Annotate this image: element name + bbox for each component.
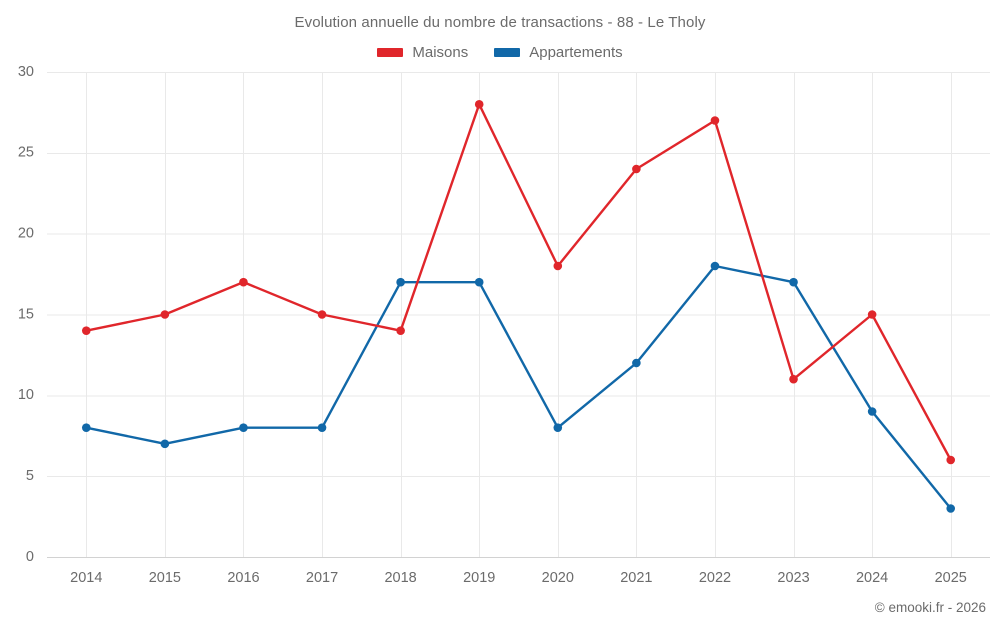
data-point[interactable] — [789, 374, 798, 384]
data-point[interactable] — [239, 423, 248, 432]
data-point[interactable] — [317, 423, 327, 432]
data-point[interactable] — [474, 277, 484, 287]
y-axis-tick-label: 15 — [18, 306, 34, 322]
data-point[interactable] — [946, 504, 956, 513]
y-axis-tick-label: 25 — [18, 145, 34, 161]
data-point[interactable] — [789, 277, 798, 287]
x-axis-tick-label: 2018 — [384, 570, 416, 586]
x-axis-tick-label: 2023 — [777, 570, 809, 586]
legend-label-maisons: Maisons — [412, 44, 469, 61]
data-point[interactable] — [553, 261, 563, 271]
x-axis-tick-label: 2024 — [856, 570, 888, 586]
legend-swatch-appartements — [494, 48, 521, 57]
data-point[interactable] — [632, 164, 641, 174]
data-point[interactable] — [81, 423, 91, 432]
x-axis-tick-label: 2021 — [620, 570, 652, 586]
y-axis-tick-label: 10 — [18, 387, 34, 403]
legend-swatch-maisons — [377, 48, 404, 57]
data-point[interactable] — [710, 116, 720, 125]
chart-title: Evolution annuelle du nombre de transact… — [294, 14, 706, 31]
data-point[interactable] — [81, 326, 91, 335]
y-axis-tick-label: 30 — [18, 64, 34, 80]
data-point[interactable] — [632, 358, 641, 368]
data-point[interactable] — [396, 277, 405, 287]
data-point[interactable] — [160, 439, 170, 449]
x-axis-tick-label: 2014 — [70, 570, 102, 586]
data-point[interactable] — [710, 261, 720, 271]
x-axis-tick-label: 2025 — [935, 570, 967, 586]
x-axis-tick-label: 2019 — [463, 570, 495, 586]
data-point[interactable] — [474, 100, 484, 109]
x-axis-tick-label: 2020 — [542, 570, 574, 586]
y-axis-tick-label: 20 — [18, 225, 34, 241]
data-point[interactable] — [946, 455, 956, 465]
legend-item-maisons[interactable]: Maisons — [377, 44, 468, 61]
data-point[interactable] — [867, 310, 877, 319]
chart-legend: Maisons Appartements — [0, 44, 1000, 61]
y-axis-tick-label: 5 — [26, 468, 34, 484]
data-point[interactable] — [160, 310, 170, 319]
x-axis-tick-label: 2015 — [149, 570, 181, 586]
data-point[interactable] — [396, 326, 405, 335]
data-point[interactable] — [553, 423, 563, 432]
x-axis-tick-label: 2022 — [699, 570, 731, 586]
series-line-maisons — [85, 103, 952, 462]
data-point[interactable] — [239, 277, 248, 287]
legend-item-appartements[interactable]: Appartements — [494, 44, 623, 61]
data-point[interactable] — [317, 310, 327, 319]
footer-credit: © emooki.fr - 2026 — [874, 600, 986, 615]
data-point[interactable] — [867, 407, 877, 416]
x-axis-tick-label: 2016 — [227, 570, 259, 586]
legend-label-appartements: Appartements — [529, 44, 623, 61]
y-axis-tick-label: 0 — [26, 549, 34, 565]
series-line-appartements — [85, 264, 952, 510]
x-axis-tick-label: 2017 — [306, 570, 338, 586]
